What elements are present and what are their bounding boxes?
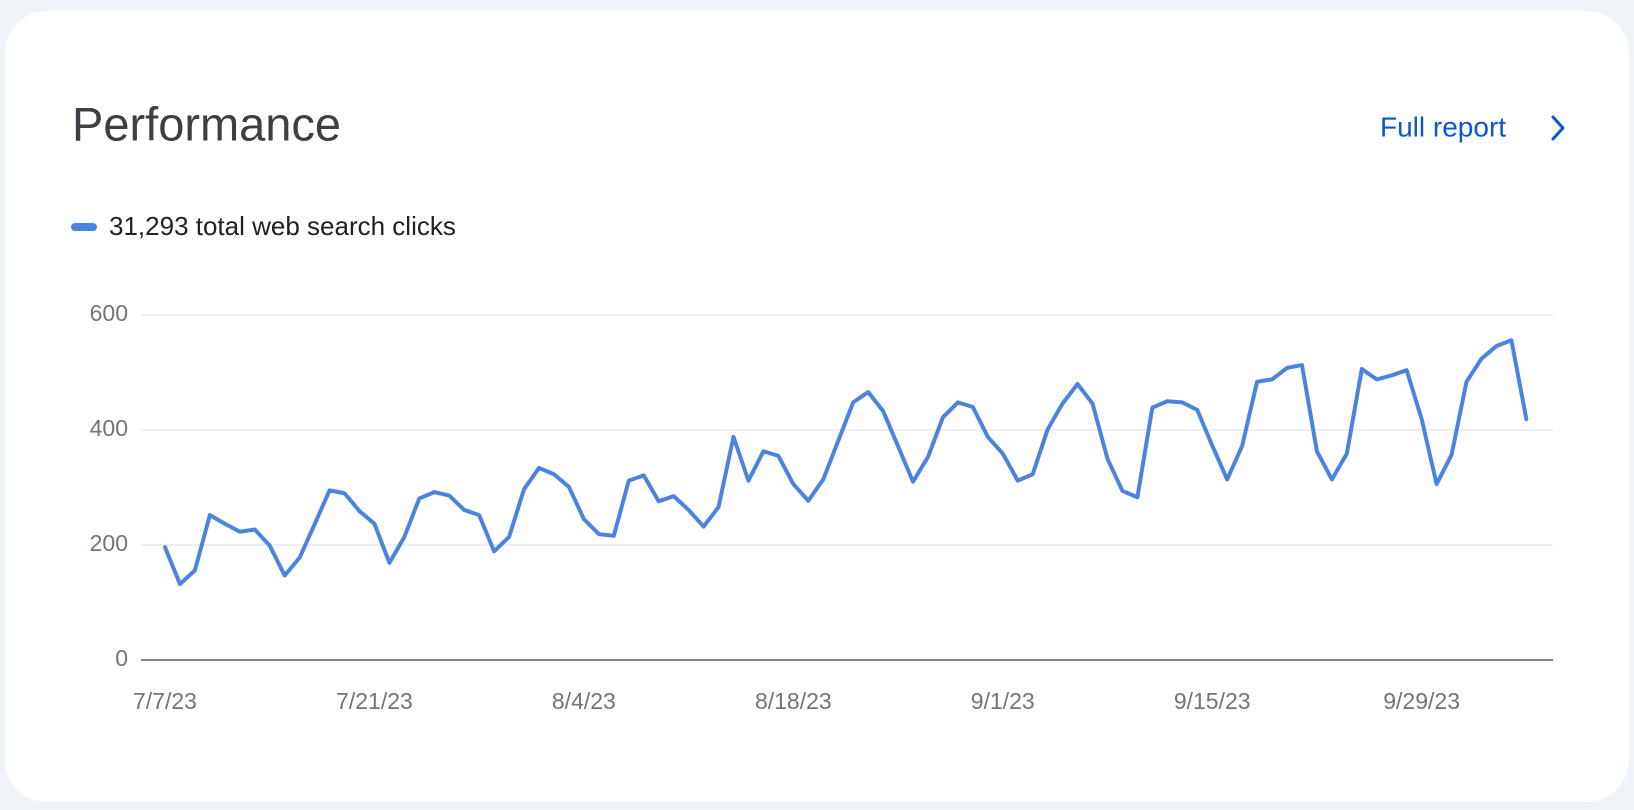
x-tick-label: 8/18/23 [755,688,832,714]
y-tick-label: 200 [90,530,128,556]
x-tick-label: 7/21/23 [336,688,413,714]
link-text[interactable]: Full report [1380,111,1506,142]
x-tick-label: 8/4/23 [552,688,616,714]
series-line [163,338,1529,587]
card [5,11,1629,802]
full-report-link[interactable]: Full report [1380,111,1565,142]
x-tick-label: 9/1/23 [971,688,1035,714]
x-tick-label: 7/7/23 [133,688,197,714]
legend-label: 31,293 total web search clicks [109,211,456,241]
y-tick-label: 400 [90,415,128,441]
y-tick-label: 600 [90,300,128,326]
card-title: Performance [72,97,341,150]
plot: 0 200 400 600 7/7/23 7/21/23 8/4/23 8/18/23 9/1/… [90,300,1553,714]
x-tick-label: 9/15/23 [1174,688,1251,714]
chevron-icon[interactable] [1551,115,1565,141]
x-tick-label: 9/29/23 [1383,688,1460,714]
y-tick-label: 0 [115,645,128,671]
